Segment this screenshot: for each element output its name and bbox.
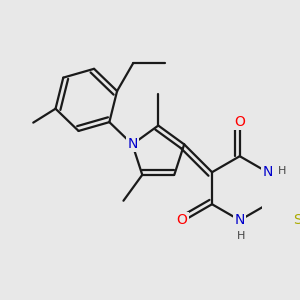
Text: N: N bbox=[127, 137, 138, 152]
Text: H: H bbox=[237, 231, 245, 242]
Text: H: H bbox=[278, 166, 286, 176]
Text: N: N bbox=[235, 213, 245, 227]
Text: O: O bbox=[234, 115, 245, 129]
Text: O: O bbox=[177, 213, 188, 227]
Text: S: S bbox=[293, 213, 300, 227]
Text: N: N bbox=[262, 165, 273, 179]
